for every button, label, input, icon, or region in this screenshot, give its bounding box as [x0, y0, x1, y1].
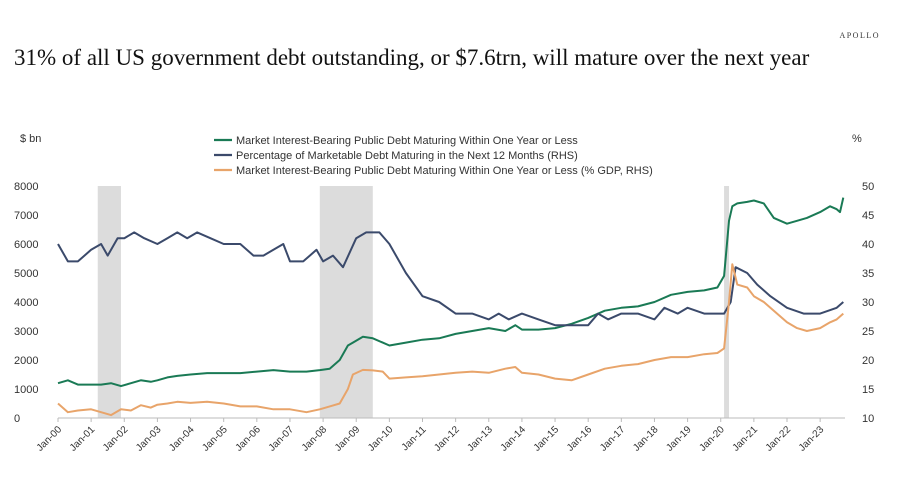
- x-tick-label: Jan-06: [234, 424, 264, 454]
- y-left-tick-label: 6000: [14, 239, 38, 251]
- left-axis-label: $ bn: [20, 133, 41, 145]
- x-tick-label: Jan-12: [432, 424, 462, 454]
- y-left-tick-label: 8000: [14, 181, 38, 193]
- x-tick-label: Jan-16: [565, 424, 595, 454]
- y-right-tick-label: 50: [862, 181, 874, 193]
- y-left-tick-label: 5000: [14, 268, 38, 280]
- series-line-1: [57, 197, 845, 388]
- y-left-tick-label: 7000: [14, 210, 38, 222]
- recession-shading: [97, 186, 730, 418]
- x-tick-label: Jan-08: [300, 424, 330, 454]
- right-axis-label: %: [852, 133, 862, 145]
- x-tick-label: Jan-20: [697, 424, 727, 454]
- series-lines: [57, 197, 845, 417]
- y-left-tick-label: 2000: [14, 355, 38, 367]
- x-tick-label: Jan-04: [167, 424, 197, 454]
- x-tick-label: Jan-09: [333, 424, 363, 454]
- x-tick-label: Jan-21: [731, 424, 761, 454]
- series-line-2: [57, 231, 844, 327]
- legend-label-2: Percentage of Marketable Debt Maturing i…: [236, 150, 578, 162]
- x-tick-label: Jan-00: [35, 424, 65, 454]
- x-tick-label: Jan-17: [598, 424, 628, 454]
- x-tick-label: Jan-18: [631, 424, 661, 454]
- legend: Market Interest-Bearing Public Debt Matu…: [214, 135, 653, 177]
- recession-band: [319, 186, 373, 418]
- chart-title: 31% of all US government debt outstandin…: [14, 45, 810, 70]
- x-tick-label: Jan-01: [68, 424, 98, 454]
- y-left-tick-label: 4000: [14, 297, 38, 309]
- x-tick-label: Jan-07: [267, 424, 297, 454]
- x-tick-label: Jan-02: [101, 424, 131, 454]
- x-tick-label: Jan-03: [134, 424, 164, 454]
- y-right-tick-label: 10: [862, 413, 874, 425]
- x-tick-label: Jan-14: [499, 424, 529, 454]
- y-left-tick-label: 0: [14, 413, 20, 425]
- y-right-tick-label: 30: [862, 297, 874, 309]
- x-tick-label: Jan-13: [466, 424, 496, 454]
- x-tick-label: Jan-11: [400, 424, 429, 453]
- x-tick-label: Jan-22: [764, 424, 794, 454]
- legend-label-3: Market Interest-Bearing Public Debt Matu…: [236, 165, 653, 177]
- x-tick-label: Jan-23: [797, 424, 827, 454]
- legend-label-1: Market Interest-Bearing Public Debt Matu…: [236, 135, 578, 147]
- y-right-tick-label: 40: [862, 239, 874, 251]
- series-line-3: [57, 263, 844, 417]
- brand-logo: APOLLO: [839, 31, 880, 40]
- y-left-tick-label: 1000: [14, 384, 38, 396]
- y-right-tick-label: 15: [862, 384, 874, 396]
- y-right-tick-label: 20: [862, 355, 874, 367]
- x-tick-label: Jan-19: [664, 424, 694, 454]
- y-right-tick-label: 35: [862, 268, 874, 280]
- y-right-tick-label: 45: [862, 210, 874, 222]
- axes: 0 1000 2000 3000 4000 5000 6000 7000 8000 10 15 20 2…: [14, 181, 874, 454]
- y-left-tick-label: 3000: [14, 326, 38, 338]
- x-tick-label: Jan-15: [532, 424, 562, 454]
- recession-band: [724, 186, 730, 418]
- x-tick-label: Jan-10: [366, 424, 396, 454]
- y-right-tick-label: 25: [862, 326, 874, 338]
- x-tick-label: Jan-05: [200, 424, 230, 454]
